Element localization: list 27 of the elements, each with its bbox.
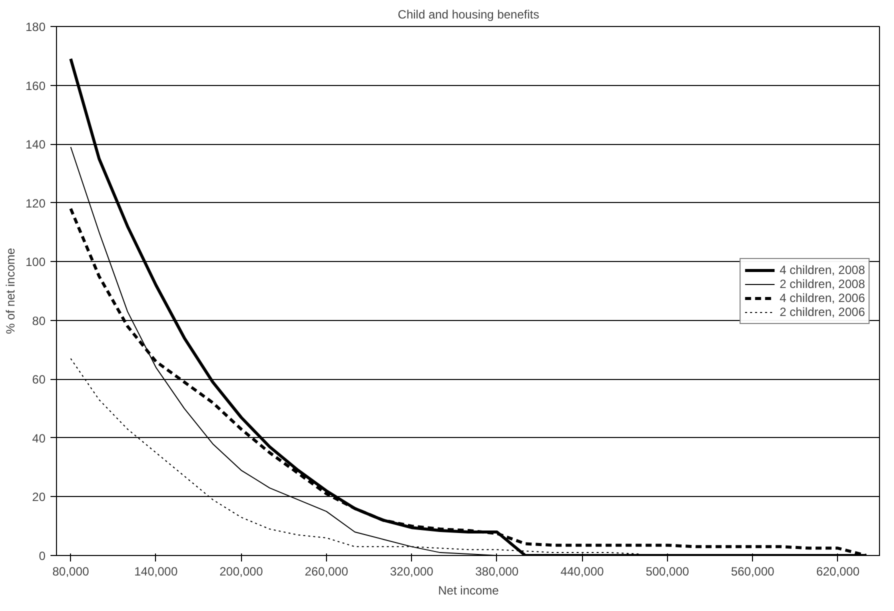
legend-label: 2 children, 2008 [780,276,865,290]
legend-label: 4 children, 2006 [780,290,865,304]
chart-title: Child and housing benefits [398,8,540,22]
x-tick-label: 260,000 [304,564,348,578]
legend-label: 4 children, 2008 [780,262,865,276]
y-tick-label: 40 [32,431,46,446]
x-tick-label: 620,000 [816,564,860,578]
x-tick-label: 500,000 [646,564,690,578]
y-tick-label: 160 [25,78,46,93]
x-tick-label: 140,000 [134,564,178,578]
x-tick-label: 200,000 [220,564,264,578]
y-tick-label: 140 [25,138,46,152]
x-tick-label: 440,000 [560,564,604,578]
x-axis-title: Net income [438,584,500,598]
y-tick-label: 60 [32,372,46,387]
legend-label: 2 children, 2006 [780,304,865,318]
y-tick-label: 80 [32,314,46,328]
x-tick-label: 380,000 [475,564,519,578]
y-tick-label: 0 [38,549,46,563]
y-tick-label: 120 [25,196,46,210]
y-tick-label: 100 [25,255,46,270]
x-tick-label: 320,000 [390,564,434,578]
x-tick-label: 80,000 [52,564,90,578]
y-tick-label: 180 [25,20,46,34]
y-axis-title: % of net income [3,248,18,334]
y-tick-label: 20 [32,490,46,504]
x-tick-label: 560,000 [730,564,775,578]
